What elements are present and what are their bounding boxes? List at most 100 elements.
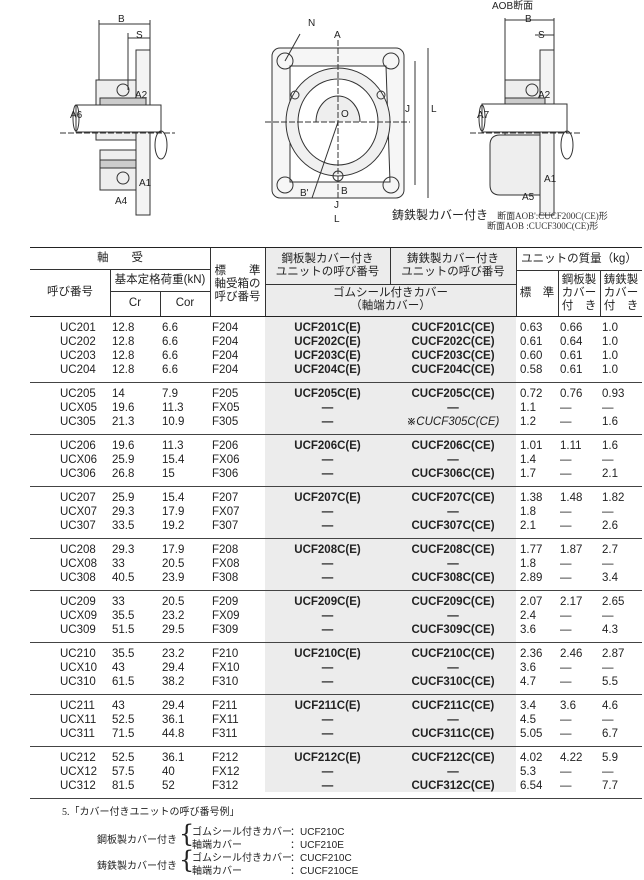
left-side-view — [60, 20, 175, 216]
cr: 33 — [112, 558, 125, 570]
steel-cover-unit: — — [321, 676, 334, 688]
steel-cover-unit: UCF202C(E) — [294, 336, 361, 348]
header-cor: Cor — [175, 297, 195, 309]
label-section: AOB断面 — [492, 0, 533, 12]
bearing-no: UC306 — [60, 468, 96, 480]
mass-std: 0.63 — [520, 322, 543, 334]
mass-cast: 7.7 — [602, 780, 618, 792]
mass-std: 1.1 — [520, 402, 536, 414]
cr: 43 — [112, 700, 125, 712]
steel-cover-unit: UCF201C(E) — [294, 322, 361, 334]
header-mass: ユニットの質量（kg） — [521, 252, 637, 265]
cr: 71.5 — [112, 728, 135, 740]
table-group: UC209 33 20.5 F209 UCF209C(E) CUCF209C(CE) 2.0… — [30, 591, 642, 643]
cast-cover-unit: CUCF308C(CE) — [411, 572, 495, 584]
housing: F306 — [212, 468, 239, 480]
cor: 15 — [162, 468, 175, 480]
mass-cast: — — [602, 402, 614, 414]
cor: 36.1 — [162, 752, 185, 764]
steel-cover-unit: UCF208C(E) — [294, 544, 361, 556]
note-steel-end: 軸端カバー — [192, 840, 242, 851]
cr: 43 — [112, 662, 125, 674]
mass-cast: 5.5 — [602, 676, 618, 688]
note-cast-end-code: ：CUCF210CE — [290, 866, 359, 877]
mass-std: 3.6 — [520, 624, 536, 636]
cor: 40 — [162, 766, 175, 778]
housing: FX11 — [212, 714, 239, 726]
cast-cover-unit: CUCF205C(CE) — [411, 388, 495, 400]
cor: 11.3 — [162, 402, 184, 414]
bearing-no: UC311 — [60, 728, 95, 740]
mass-std: 1.8 — [520, 558, 536, 570]
bearing-no: UC309 — [60, 624, 96, 636]
dim-label: N — [308, 18, 315, 29]
table-row: UC208 29.3 17.9 F208 UCF208C(E) CUCF208C(CE) 1… — [30, 543, 642, 557]
cr: 51.5 — [112, 624, 135, 636]
housing: F311 — [212, 728, 238, 740]
brace: { — [179, 820, 195, 848]
mass-steel: 4.22 — [560, 752, 583, 764]
cr: 12.8 — [112, 336, 135, 348]
cast-cover-unit: ※CUCF305C(CE) — [406, 416, 500, 428]
dim-label: A2 — [538, 90, 551, 101]
cast-cover-unit: — — [447, 558, 459, 570]
steel-cover-unit: — — [321, 662, 334, 674]
dim-label: A1 — [139, 178, 152, 189]
mass-steel: 3.6 — [560, 700, 576, 712]
mass-cast: 5.9 — [602, 752, 618, 764]
table-row: UCX11 52.5 36.1 FX11 — — 4.5 — — — [30, 713, 642, 727]
mass-steel: — — [560, 624, 572, 636]
steel-cover-unit: — — [321, 728, 334, 740]
housing: F208 — [212, 544, 239, 556]
cast-cover-unit: — — [447, 714, 459, 726]
mass-steel: 0.66 — [560, 322, 583, 334]
cast-cover-unit: CUCF207C(CE) — [411, 492, 495, 504]
mass-std: 2.4 — [520, 610, 536, 622]
dim-label: A7 — [477, 110, 490, 121]
steel-cover-unit: UCF206C(E) — [294, 440, 361, 452]
mass-std: 5.05 — [520, 728, 543, 740]
mass-cast: 1.6 — [602, 440, 618, 452]
dim-label: B — [118, 14, 125, 25]
header-cast-cover: 鋳鉄製カバー付き ユニットの呼び番号 — [401, 253, 505, 278]
table-group: UC207 25.9 15.4 F207 UCF207C(E) CUCF207C(CE) 1… — [30, 487, 642, 539]
housing: F310 — [212, 676, 239, 688]
bearing-drawings: AOB断面 B S A2 A6 A1 A4 N A O J L B' B J L… — [0, 0, 644, 225]
bearing-no: UC208 — [60, 544, 96, 556]
mass-std: 1.01 — [520, 440, 543, 452]
bearing-no: UCX12 — [60, 766, 98, 778]
bearing-no: UC201 — [60, 322, 96, 334]
steel-cover-unit: — — [321, 766, 334, 778]
mass-steel: — — [560, 468, 572, 480]
bearing-no: UCX11 — [60, 714, 97, 726]
caption-line-2: 断面AOB :CUCF300C(CE)形 — [487, 221, 599, 231]
note-steel-rubber: ゴムシール付きカバー — [192, 827, 292, 838]
housing: F307 — [212, 520, 239, 532]
table-group: UC208 29.3 17.9 F208 UCF208C(E) CUCF208C(CE) 1… — [30, 539, 642, 591]
table-row: UC202 12.8 6.6 F204 UCF202C(E) CUCF202C(CE) 0.… — [30, 335, 642, 349]
cast-cover-unit: CUCF209C(CE) — [411, 596, 495, 608]
bearing-no: UC307 — [60, 520, 96, 532]
bearing-no: UC209 — [60, 596, 96, 608]
steel-cover-unit: — — [321, 780, 334, 792]
table-row: UC308 40.5 23.9 F308 — CUCF308C(CE) 2.89 — 3.4 — [30, 571, 642, 585]
mass-cast: — — [602, 766, 614, 778]
cr: 29.3 — [112, 506, 135, 518]
cast-cover-unit: — — [447, 402, 459, 414]
cr: 35.5 — [112, 648, 135, 660]
housing: F211 — [212, 700, 238, 712]
table-row: UCX10 43 29.4 FX10 — — 3.6 — — — [30, 661, 642, 675]
cor: 15.4 — [162, 492, 185, 504]
housing: FX08 — [212, 558, 240, 570]
cor: 19.2 — [162, 520, 185, 532]
table-row: UC201 12.8 6.6 F204 UCF201C(E) CUCF201C(CE) 0.… — [30, 321, 642, 335]
cor: 36.1 — [162, 714, 185, 726]
mass-steel: — — [560, 506, 572, 518]
specification-table: 軸 受 呼び番号 基本定格荷重(kN) Cr Cor 標 準 軸受箱の 呼び番号… — [30, 247, 642, 799]
mass-steel: 2.46 — [560, 648, 583, 660]
bearing-no: UC203 — [60, 350, 96, 362]
mass-cast: 2.87 — [602, 648, 625, 660]
steel-cover-unit: UCF207C(E) — [294, 492, 361, 504]
table-row: UCX07 29.3 17.9 FX07 — — 1.8 — — — [30, 505, 642, 519]
bearing-no: UCX05 — [60, 402, 98, 414]
